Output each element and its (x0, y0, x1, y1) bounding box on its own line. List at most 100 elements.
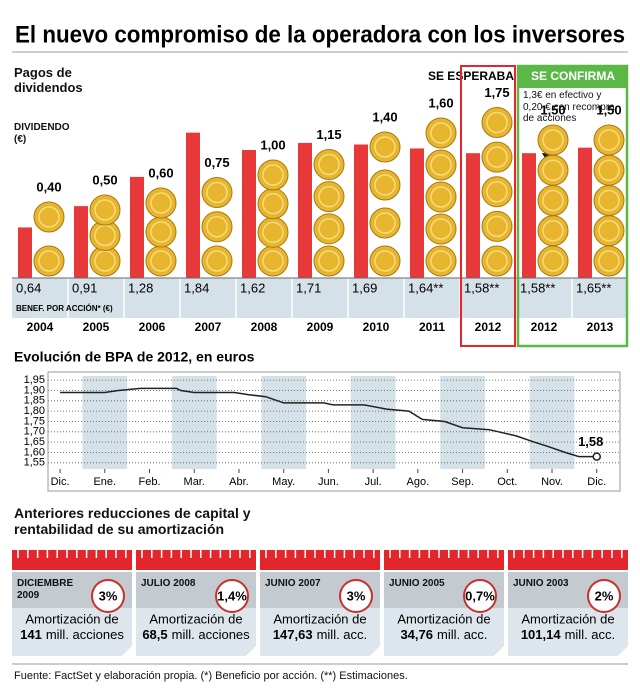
coin-inner (150, 192, 172, 214)
coin-inner (430, 250, 452, 272)
pct-circle (339, 579, 373, 613)
x-tick-label: Jul. (365, 476, 382, 488)
coin-inner (318, 153, 340, 176)
pct-circle (215, 579, 249, 613)
card-body (136, 608, 256, 656)
dividend-coins (257, 159, 289, 277)
eps-bar (186, 132, 200, 278)
x-tick-label: Ago. (407, 476, 430, 488)
card-amount: 147,63 (273, 627, 313, 642)
card-date: JULIO 2008 (141, 578, 196, 589)
eps-label: 1,62 (240, 280, 265, 295)
eps-label: 1,58** (520, 280, 555, 295)
coin-inner (486, 146, 508, 168)
month-band (350, 376, 396, 469)
coin-inner (318, 250, 340, 272)
dividend-label: 1,50 (540, 102, 565, 117)
eps-axis-label: BENEF. POR ACCIÓN* (€) (16, 304, 113, 313)
reductions-title: Anteriores reducciones de capital y rent… (14, 505, 251, 538)
coin-inner (206, 181, 228, 204)
x-tick-label: 2006 (139, 320, 166, 334)
coin-inner (38, 206, 60, 228)
x-tick-label: Abr. (229, 476, 249, 488)
dividend-label: 0,40 (36, 179, 61, 194)
coin-inner (430, 186, 452, 208)
dividend-coins (369, 131, 401, 277)
dividend-label: 0,50 (92, 172, 117, 187)
card-unit: mill. acciones (172, 627, 251, 642)
card-top (260, 550, 380, 570)
coin-inner (374, 212, 396, 234)
x-tick-label: Ene. (93, 476, 116, 488)
expected-label: SE ESPERABA (428, 69, 514, 83)
eps-label: 1,64** (408, 280, 443, 295)
eps-label: 0,91 (72, 280, 97, 295)
eps-bar (130, 176, 144, 278)
card-amount: 101,14 (521, 627, 562, 642)
coin-inner (262, 250, 284, 272)
y-tick-label: 1,70 (24, 426, 45, 438)
card-unit: mill. acc. (317, 627, 368, 642)
dividend-coins (201, 177, 233, 277)
dividend-label: 1,50 (596, 102, 621, 117)
card-fold (246, 646, 256, 656)
eps-bar (578, 147, 592, 278)
card-top (508, 550, 628, 570)
eps-label: 1,58** (464, 280, 499, 295)
card-label: Amortización de (25, 611, 118, 626)
pct-label: 3% (347, 588, 366, 603)
y-tick-label: 1,90 (24, 384, 45, 396)
card-top (136, 550, 256, 570)
coin-inner (206, 250, 228, 272)
eps-bar (522, 153, 536, 278)
eps-bar (466, 153, 480, 278)
y-tick-label: 1,95 (24, 374, 45, 386)
coin-inner (262, 192, 284, 215)
annotation: 1,3€ en efectivo y 0,20 € con recompra d… (523, 90, 615, 124)
x-tick-label: Sep. (451, 476, 474, 488)
eps-bar (410, 148, 424, 278)
dividend-coins (481, 107, 513, 277)
coin-inner (542, 220, 564, 242)
month-band (261, 376, 307, 469)
eps-bar (18, 227, 32, 278)
x-tick-label: May. (272, 476, 295, 488)
eps-label: 1,28 (128, 280, 153, 295)
dividend-coins (33, 201, 65, 277)
coin-inner (150, 250, 172, 272)
dividend-coins (145, 187, 177, 277)
coin-inner (430, 218, 452, 240)
dividend-coins (537, 124, 569, 277)
card-amount: 141 (20, 627, 42, 642)
dividend-label: 1,60 (428, 95, 453, 110)
pct-label: 0,7% (465, 588, 495, 603)
card-fold (494, 646, 504, 656)
coin-inner (598, 220, 620, 242)
coin-inner (262, 164, 284, 186)
x-tick-label: 2009 (307, 320, 334, 334)
x-tick-label: 2012 (475, 320, 502, 334)
month-band (82, 376, 128, 469)
pct-circle (463, 579, 497, 613)
dividend-coins (593, 124, 625, 277)
y-tick-label: 1,80 (24, 405, 45, 417)
coin-inner (542, 189, 564, 212)
card-label: Amortización de (273, 611, 366, 626)
x-tick-label: Dic. (587, 476, 606, 488)
x-tick-label: Dic. (51, 476, 70, 488)
card-date: JUNIO 2007 (265, 578, 321, 589)
card-amount-line: 101,14 mill. acc. (521, 627, 615, 642)
card-amount: 68,5 (142, 627, 167, 642)
eps-bar (242, 150, 256, 278)
month-band (529, 376, 575, 469)
coin-inner (206, 216, 228, 238)
card-label: Amortización de (149, 611, 242, 626)
y-tick-label: 1,85 (24, 395, 45, 407)
card-unit: mill. acciones (46, 627, 125, 642)
x-tick-label: Jun. (318, 476, 339, 488)
x-tick-label: Mar. (184, 476, 205, 488)
coin-inner (374, 250, 396, 272)
x-tick-label: 2010 (363, 320, 390, 334)
